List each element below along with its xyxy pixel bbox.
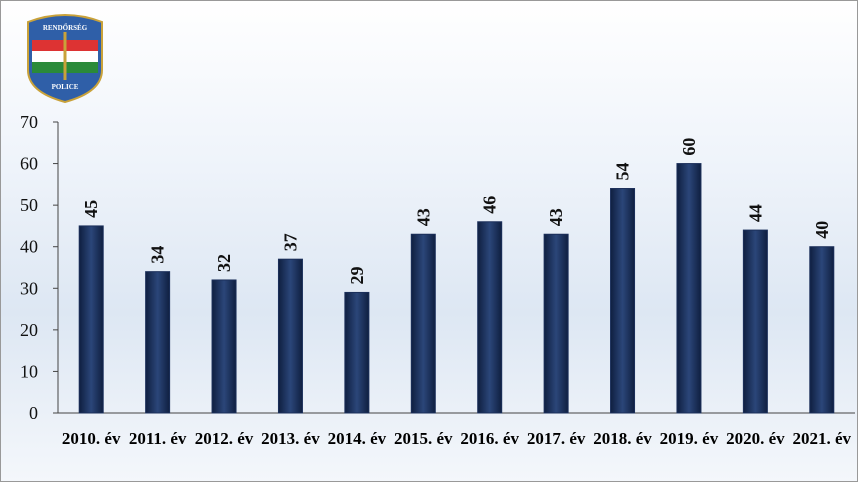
bar <box>610 188 636 414</box>
logo: RENDŐRSÉG POLICE <box>27 14 103 104</box>
y-tick-label: 30 <box>20 278 38 298</box>
x-tick-label: 2020. év <box>726 429 785 448</box>
y-tick-label: 20 <box>20 320 38 340</box>
x-tick-label: 2016. év <box>460 429 519 448</box>
x-tick-label: 2010. év <box>61 429 121 448</box>
x-tick-label: 2012. év <box>194 429 254 448</box>
y-tick-label: 60 <box>20 154 38 174</box>
bar <box>78 225 104 414</box>
y-tick-label: 10 <box>20 361 38 381</box>
x-tick-label: 2018. év <box>593 429 652 448</box>
x-tick-label: 2014. év <box>327 429 387 448</box>
logo-bottom: POLICE <box>52 83 79 91</box>
y-tick-label: 0 <box>29 403 38 423</box>
bar <box>676 163 702 414</box>
data-label: 43 <box>413 208 433 226</box>
bar <box>145 271 171 414</box>
data-label: 54 <box>613 163 633 181</box>
bar <box>344 291 370 414</box>
x-tick-label: 2017. év <box>526 429 586 448</box>
bar <box>211 279 237 414</box>
x-tick-label: 2015. év <box>394 429 453 448</box>
bar <box>277 258 303 414</box>
data-label: 46 <box>480 196 500 214</box>
data-label: 44 <box>745 204 765 222</box>
x-tick-label: 2019. év <box>659 429 719 448</box>
bar <box>809 246 835 414</box>
bar <box>543 233 569 414</box>
data-label: 32 <box>214 254 234 272</box>
data-label: 60 <box>679 138 699 156</box>
data-label: 40 <box>812 221 832 239</box>
y-tick-label: 70 <box>20 112 38 132</box>
data-label: 34 <box>148 246 168 264</box>
data-label: 45 <box>81 200 101 218</box>
data-label: 37 <box>280 233 300 251</box>
data-label: 29 <box>347 266 367 284</box>
data-label: 43 <box>546 208 566 226</box>
x-tick-label: 2013. év <box>261 429 320 448</box>
bar <box>410 233 436 414</box>
x-tick-label: 2011. év <box>128 429 187 448</box>
y-tick-label: 50 <box>20 195 38 215</box>
y-tick-label: 40 <box>20 237 38 257</box>
bar <box>477 221 503 414</box>
logo-top: RENDŐRSÉG <box>43 24 88 32</box>
bar <box>742 229 768 414</box>
x-tick-label: 2021. év <box>792 429 852 448</box>
